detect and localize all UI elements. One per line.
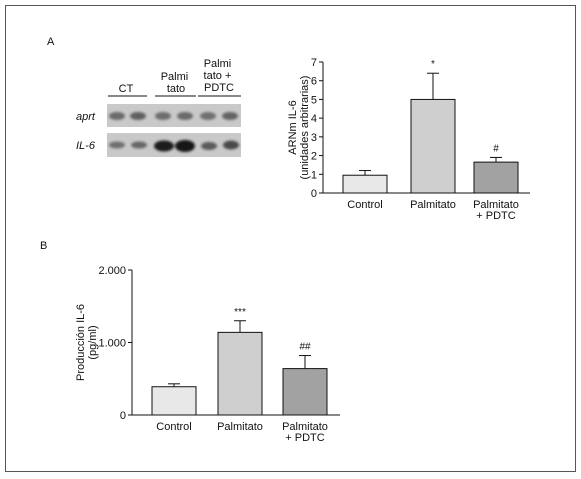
category-label: Control: [347, 199, 382, 211]
blot-group-pdtc-line: tato +: [204, 70, 232, 82]
y-tick-label: 4: [311, 113, 317, 125]
blot-group-palmitato: Palmi tato: [161, 71, 192, 95]
y-tick-label: 2.000: [98, 265, 126, 277]
y-tick-label: 0: [311, 188, 317, 200]
y-tick-label: 3: [311, 132, 317, 144]
significance-mark: ##: [299, 342, 311, 353]
significance-mark: ***: [234, 307, 246, 318]
y-axis-label-line: Producción IL-6: [75, 304, 87, 381]
blot-group-pdtc-line: PDTC: [204, 82, 234, 94]
category-label: Palmitato: [217, 421, 263, 433]
blot-strip-aprt: [107, 104, 241, 127]
y-axis-label-line: ARNm IL-6: [287, 100, 299, 154]
y-tick-label: 2: [311, 151, 317, 163]
bar: [282, 368, 328, 416]
category-label: Palmitato: [410, 199, 456, 211]
y-tick-label: 1.000: [98, 338, 126, 350]
y-axis-label-line: (unidades arbitrarias): [299, 76, 311, 180]
significance-mark: *: [431, 59, 435, 70]
category-label-line: Control: [347, 199, 382, 211]
category-label: Palmitato + PDTC: [282, 421, 328, 444]
figure-frame: [5, 5, 576, 472]
panel-a-letter: A: [47, 36, 55, 48]
category-label: Control: [156, 421, 191, 433]
bar: [217, 331, 263, 416]
gene-label-il6: IL-6: [76, 140, 96, 152]
blot-bands-il6: [109, 140, 239, 152]
blot-group-palmitato-pdtc: Palmi tato + PDTC: [204, 58, 235, 94]
significance-mark: #: [493, 143, 499, 154]
y-axis-label: Producción IL-6(pg/ml): [75, 304, 99, 381]
y-tick-label: 7: [311, 57, 317, 69]
blot-strip-il6: [107, 133, 241, 157]
blot-group-ct: CT: [119, 83, 134, 95]
category-label-line: + PDTC: [285, 432, 324, 444]
y-axis-label-line: (pg/ml): [87, 325, 99, 359]
bar: [410, 98, 456, 194]
blot-group-palmitato-line: tato: [167, 83, 185, 95]
category-label-line: Palmitato: [410, 199, 456, 211]
category-label-line: Palmitato: [282, 421, 328, 433]
y-tick-label: 5: [311, 94, 317, 106]
y-tick-label: 0: [120, 410, 126, 422]
category-label-line: Palmitato: [473, 199, 519, 211]
gene-label-aprt: aprt: [76, 111, 96, 123]
category-label-line: + PDTC: [476, 210, 515, 222]
y-axis-label: ARNm IL-6(unidades arbitrarias): [287, 76, 311, 180]
blot-group-ct-line: CT: [119, 83, 134, 95]
bar: [151, 386, 197, 416]
category-label-line: Control: [156, 421, 191, 433]
bar: [473, 161, 519, 194]
y-tick-label: 1: [311, 169, 317, 181]
category-label-line: Palmitato: [217, 421, 263, 433]
blot-group-palmitato-line: Palmi: [161, 71, 189, 83]
panel-b-letter: B: [40, 240, 48, 252]
category-label: Palmitato + PDTC: [473, 199, 519, 222]
blot-group-pdtc-line: Palmi: [204, 58, 232, 70]
blot-bands-aprt: [109, 112, 238, 120]
y-tick-label: 6: [311, 76, 317, 88]
